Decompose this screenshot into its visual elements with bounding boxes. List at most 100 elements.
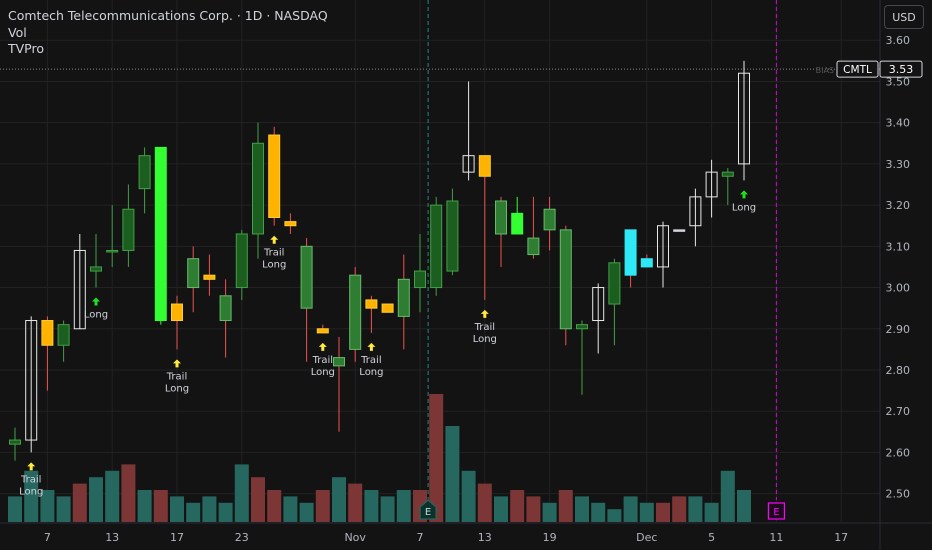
candle-body: [559, 229, 572, 330]
signal-arrow-icon: [740, 190, 748, 199]
candle-body: [705, 171, 718, 198]
candle-body: [252, 142, 264, 235]
volume-bar: [542, 502, 557, 522]
volume-bar: [89, 477, 103, 522]
price-tag-faint-label: BIAS: [816, 66, 834, 75]
signal-label: Long: [311, 367, 335, 378]
tvpro-indicator-label[interactable]: TVPro: [8, 41, 45, 56]
price-tag-value: 3.53: [889, 63, 914, 76]
candle-body: [397, 278, 410, 317]
y-tick-label: 3.30: [886, 158, 911, 171]
candle-body: [576, 324, 588, 330]
volume-bar: [477, 483, 492, 522]
candle-body: [495, 200, 507, 235]
candle-body: [721, 171, 734, 177]
candle-body: [657, 225, 669, 268]
volume-bar: [105, 470, 120, 522]
volume-indicator-label[interactable]: Vol: [8, 25, 27, 40]
signal-arrow-icon: [92, 297, 100, 306]
volume-bar: [283, 496, 298, 522]
candle-body: [106, 249, 119, 253]
price-tag-symbol: CMTL: [843, 64, 872, 76]
volume-bar: [396, 490, 411, 522]
volume-bar: [494, 496, 508, 522]
signal-markers: E ETrailLongLongTrailLongTrailLongTrailLo…: [19, 190, 786, 520]
candle-body: [203, 274, 216, 280]
candle-body: [365, 299, 378, 309]
y-tick-label: 2.70: [886, 405, 911, 418]
signal-arrow-icon: [318, 342, 327, 351]
price-axis[interactable]: 3.60 3.50 3.40 3.30 3.20 3.10 3.00 2.90 2.80 2.70…: [816, 34, 923, 501]
x-tick-label: 17: [170, 531, 184, 544]
volume-bar: [315, 490, 330, 522]
volume-bar: [153, 490, 168, 522]
volume-bar: [186, 502, 201, 522]
volume-bar: [234, 464, 249, 522]
candle-body: [592, 287, 605, 322]
volume-histogram: [8, 394, 751, 522]
volume-bar: [623, 496, 638, 522]
candle-body: [171, 303, 183, 322]
volume-bar: [704, 502, 719, 522]
candle-body: [219, 295, 232, 322]
signal-arrow-icon: [270, 235, 279, 244]
candle-body: [90, 266, 102, 272]
volume-bar: [348, 483, 363, 522]
y-tick-label: 2.80: [886, 364, 911, 377]
currency-button[interactable]: USD: [884, 5, 924, 29]
candle-body: [624, 229, 637, 276]
volume-bar: [445, 426, 460, 522]
candle-body: [608, 262, 621, 305]
signal-label: Long: [165, 383, 189, 394]
candle-body: [25, 320, 38, 441]
volume-bar: [56, 496, 71, 522]
x-tick-label: Nov: [344, 531, 366, 544]
x-tick-label: 13: [105, 531, 119, 544]
signal-arrow-icon: [480, 309, 489, 318]
candle-body: [689, 196, 702, 227]
volume-bar: [656, 502, 670, 522]
signal-label: Long: [262, 260, 286, 271]
candle-body: [430, 204, 443, 289]
y-tick-label: 3.50: [886, 75, 911, 88]
candle-body: [235, 233, 248, 289]
y-tick-label: 3.20: [886, 199, 911, 212]
volume-bar: [591, 502, 606, 522]
y-tick-label: 3.60: [886, 34, 911, 47]
candle-body: [673, 229, 686, 232]
candle-body: [187, 258, 200, 289]
volume-bar: [332, 477, 346, 522]
chart-title[interactable]: Comtech Telecommunications Corp. · 1D · …: [8, 8, 328, 23]
candle-body: [462, 155, 475, 173]
signal-label: Trail: [312, 355, 333, 366]
x-tick-label: 17: [834, 531, 848, 544]
volume-bar: [364, 490, 379, 522]
y-tick-label: 3.10: [886, 240, 911, 253]
price-tag-value-box: [879, 60, 923, 78]
candle-body: [41, 320, 54, 346]
volume-bar: [267, 490, 282, 522]
volume-bar: [170, 496, 184, 522]
volume-bar: [688, 496, 703, 522]
volume-bar: [510, 490, 525, 522]
earnings-badge: [767, 502, 786, 520]
signal-label: Trail: [166, 371, 187, 382]
x-tick-label: 7: [44, 531, 51, 544]
candle-body: [154, 146, 167, 322]
volume-bar: [8, 496, 22, 522]
y-tick-label: 2.60: [886, 446, 911, 459]
candle-body: [738, 72, 750, 165]
volume-bar: [558, 490, 573, 522]
candle-body: [9, 439, 21, 445]
candle-body: [527, 237, 540, 256]
signal-arrow-icon: [367, 342, 376, 351]
candle-body: [446, 200, 459, 272]
time-axis[interactable]: 7 13 17 23 Nov 7 13 19 Dec 5 11 17: [44, 531, 848, 544]
x-tick-label: 13: [478, 531, 492, 544]
volume-bar: [526, 496, 541, 522]
candle-body: [414, 270, 426, 289]
candle-body: [333, 357, 345, 367]
y-tick-label: 3.00: [886, 282, 911, 295]
